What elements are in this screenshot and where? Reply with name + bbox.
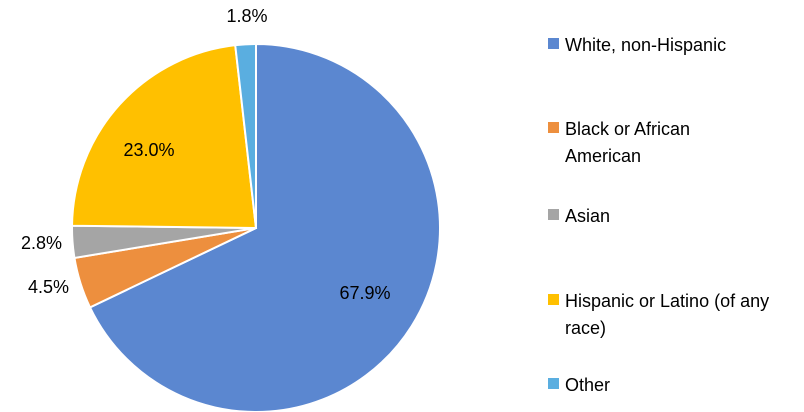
legend-item-black: Black or African American <box>548 116 755 170</box>
legend: White, non-Hispanic Black or African Ame… <box>548 0 804 412</box>
legend-swatch <box>548 38 559 49</box>
legend-swatch <box>548 209 559 220</box>
legend-swatch <box>548 122 559 133</box>
legend-swatch <box>548 378 559 389</box>
legend-item-other: Other <box>548 372 801 399</box>
pie-slice <box>234 42 257 229</box>
legend-item-hispanic: Hispanic or Latino (of any race) <box>548 288 801 342</box>
legend-item-asian: Asian <box>548 203 801 230</box>
data-label: 1.8% <box>226 6 267 26</box>
legend-item-white: White, non-Hispanic <box>548 32 801 59</box>
pie-chart: 67.9% 4.5% 2.8% 23.0% 1.8% <box>21 6 441 412</box>
legend-label: Black or African American <box>565 119 691 166</box>
data-label: 67.9% <box>339 283 390 303</box>
legend-label: White, non-Hispanic <box>565 35 727 55</box>
data-label: 2.8% <box>21 233 62 253</box>
data-label: 23.0% <box>123 140 174 160</box>
pie-slice <box>71 44 258 230</box>
legend-label: Other <box>565 375 611 395</box>
data-label: 4.5% <box>28 277 69 297</box>
legend-swatch <box>548 294 559 305</box>
pie-slice <box>88 42 441 412</box>
legend-label: Hispanic or Latino (of any race) <box>565 291 770 338</box>
legend-label: Asian <box>565 206 611 226</box>
